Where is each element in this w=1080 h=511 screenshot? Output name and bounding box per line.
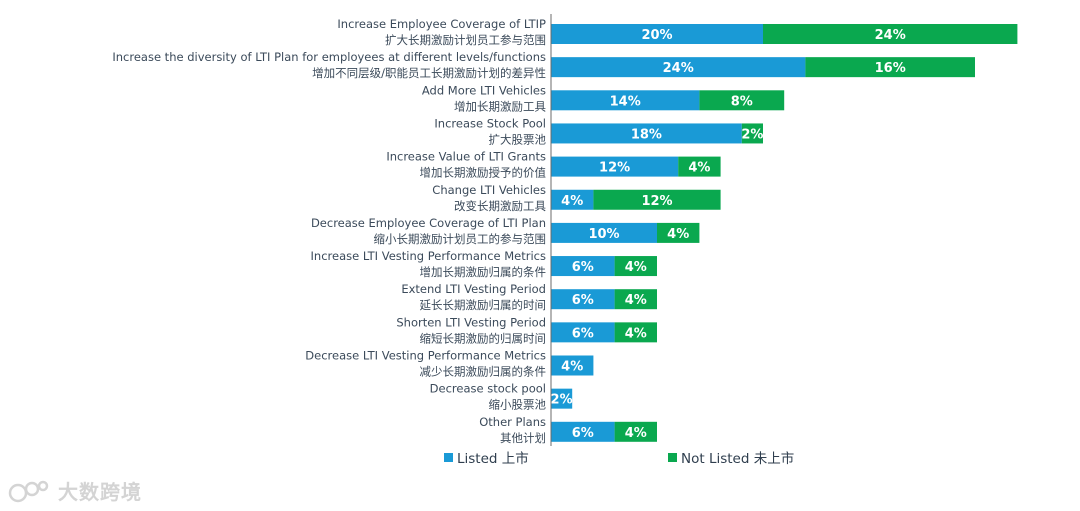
category-label-zh: 改变长期激励工具: [454, 199, 546, 213]
listed-bar: [551, 156, 679, 177]
legend-label: Listed 上市: [457, 450, 529, 467]
watermark: 大数跨境: [8, 476, 142, 505]
legend-swatch: [668, 453, 677, 462]
listed-value-label: 4%: [561, 360, 583, 375]
category-label-zh: 增加不同层级/职能员工长期激励计划的差异性: [312, 66, 546, 80]
category-label-en: Add More LTI Vehicles: [422, 83, 546, 97]
category-label-en: Extend LTI Vesting Period: [401, 282, 546, 296]
category-label-en: Increase Value of LTI Grants: [386, 150, 546, 164]
listed-bar: [551, 222, 657, 243]
listed-bar: [551, 388, 573, 409]
watermark-logo-icon: [8, 480, 49, 502]
listed-bar: [551, 322, 615, 343]
not-listed-bar: [614, 322, 657, 343]
listed-value-label: 6%: [572, 426, 594, 441]
category-label-en: Increase Employee Coverage of LTIP: [337, 17, 546, 31]
category-label-en: Decrease stock pool: [430, 382, 546, 396]
listed-value-label: 24%: [663, 61, 694, 76]
not-listed-value-label: 4%: [667, 227, 689, 242]
category-label-zh: 增加长期激励工具: [454, 99, 546, 113]
not-listed-bar: [614, 256, 657, 277]
not-listed-bar: [805, 57, 975, 78]
listed-bar: [551, 189, 594, 210]
not-listed-value-label: 2%: [741, 127, 763, 142]
not-listed-value-label: 8%: [731, 94, 753, 109]
listed-value-label: 4%: [561, 194, 583, 209]
legend-swatch: [444, 453, 453, 462]
category-label-zh: 缩短长期激励的归属时间: [420, 331, 547, 345]
not-listed-value-label: 16%: [875, 61, 906, 76]
not-listed-value-label: 4%: [625, 326, 647, 341]
category-label-zh: 增加长期激励归属的条件: [420, 265, 547, 279]
listed-value-label: 20%: [641, 28, 672, 43]
not-listed-value-label: 4%: [625, 293, 647, 308]
not-listed-bar: [614, 421, 657, 442]
listed-bar: [551, 289, 615, 310]
not-listed-bar: [657, 222, 700, 243]
not-listed-bar: [763, 24, 1018, 44]
category-label-en: Decrease Employee Coverage of LTI Plan: [311, 216, 546, 230]
category-label-zh: 缩小股票池: [489, 398, 547, 412]
category-label-zh: 减少长期激励归属的条件: [420, 365, 547, 379]
category-label-zh: 增加长期激励授予的价值: [420, 166, 547, 180]
listed-value-label: 6%: [572, 326, 594, 341]
not-listed-bar: [593, 189, 721, 210]
listed-value-label: 2%: [551, 393, 573, 408]
category-label-en: Increase the diversity of LTI Plan for e…: [112, 50, 546, 64]
category-label-zh: 扩大股票池: [489, 132, 547, 146]
listed-value-label: 18%: [631, 127, 662, 142]
listed-bar: [551, 123, 742, 144]
listed-value-label: 12%: [599, 161, 630, 176]
not-listed-value-label: 4%: [625, 260, 647, 275]
not-listed-value-label: 12%: [641, 194, 672, 209]
listed-bar: [551, 24, 763, 44]
not-listed-bar: [678, 156, 721, 177]
legend-label: Not Listed 未上市: [681, 450, 794, 467]
listed-value-label: 10%: [588, 227, 619, 242]
category-label-zh: 其他计划: [500, 431, 546, 445]
not-listed-value-label: 24%: [875, 28, 906, 43]
listed-bar: [551, 90, 700, 111]
not-listed-value-label: 4%: [625, 426, 647, 441]
not-listed-value-label: 4%: [688, 161, 710, 176]
category-label-en: Change LTI Vehicles: [432, 183, 546, 197]
listed-value-label: 6%: [572, 260, 594, 275]
not-listed-bar: [614, 289, 657, 310]
listed-bar: [551, 355, 594, 376]
category-label-zh: 扩大长期激励计划员工参与范围: [385, 33, 546, 47]
category-label-en: Increase Stock Pool: [434, 116, 546, 130]
listed-value-label: 14%: [610, 94, 641, 109]
not-listed-bar: [741, 123, 763, 144]
category-label-en: Shorten LTI Vesting Period: [396, 315, 546, 329]
category-label-en: Decrease LTI Vesting Performance Metrics: [305, 349, 546, 363]
listed-value-label: 6%: [572, 293, 594, 308]
category-label-zh: 缩小长期激励计划员工的参与范围: [374, 232, 547, 246]
listed-bar: [551, 421, 615, 442]
listed-bar: [551, 57, 806, 78]
not-listed-bar: [699, 90, 785, 111]
watermark-text: 大数跨境: [58, 480, 142, 504]
listed-bar: [551, 256, 615, 277]
category-label-en: Other Plans: [479, 415, 546, 429]
category-label-zh: 延长长期激励归属的时间: [420, 298, 547, 312]
category-label-en: Increase LTI Vesting Performance Metrics: [311, 249, 546, 263]
